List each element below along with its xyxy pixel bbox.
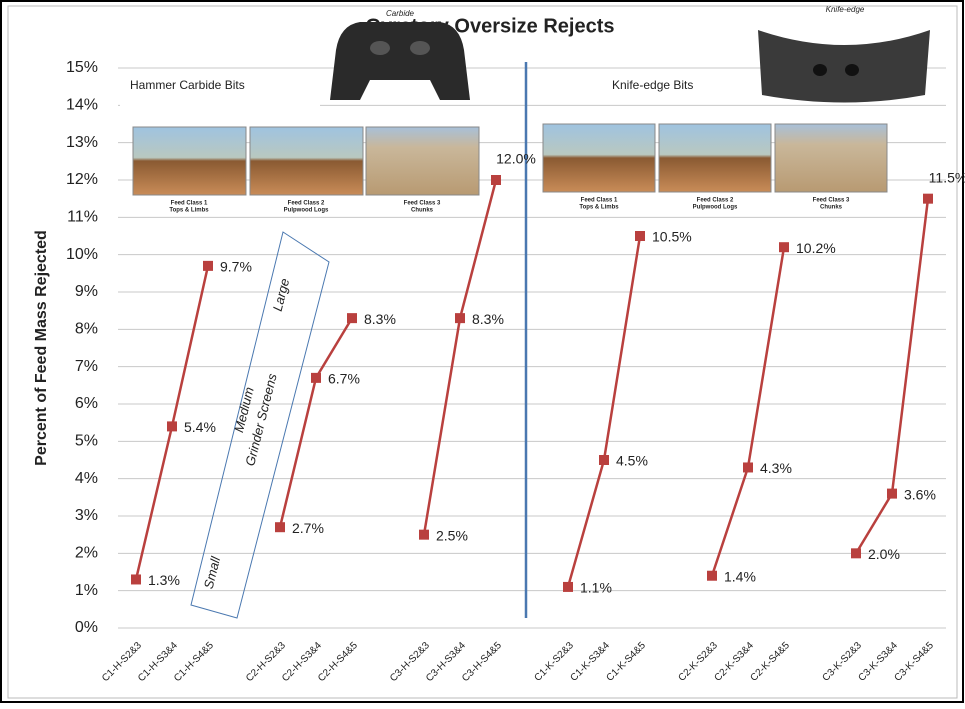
carbide-image: Carbide	[330, 9, 470, 100]
data-label: 11.5%	[929, 169, 965, 185]
photo-caption: Feed Class 1	[581, 198, 618, 204]
y-tick-label: 8%	[75, 321, 98, 338]
y-tick-label: 6%	[75, 395, 98, 412]
data-label: 4.3%	[760, 460, 792, 476]
annotation: Knife-edge Bits	[612, 78, 693, 92]
photo-caption: Feed Class 2	[697, 198, 734, 204]
y-tick-label: 12%	[66, 171, 98, 188]
photo-caption: Chunks	[820, 205, 843, 211]
y-tick-label: 7%	[75, 358, 98, 375]
y-tick-label: 9%	[75, 283, 98, 300]
marker	[707, 570, 717, 581]
photo-caption: Feed Class 3	[813, 198, 850, 204]
data-label: 6.7%	[328, 371, 360, 387]
y-tick-label: 13%	[66, 134, 98, 151]
data-label: 5.4%	[184, 419, 216, 435]
marker	[491, 175, 501, 185]
marker	[167, 421, 177, 432]
y-tick-label: 10%	[66, 246, 98, 263]
grid	[118, 67, 946, 629]
marker	[923, 193, 933, 204]
data-label: 8.3%	[472, 311, 504, 327]
photo-caption: Pulpwood Logs	[284, 208, 329, 214]
data-label: 9.7%	[220, 259, 252, 275]
marker	[743, 462, 753, 473]
marker	[311, 372, 321, 383]
marker	[563, 581, 573, 592]
photo-caption: Feed Class 2	[288, 201, 325, 207]
y-tick-label: 2%	[75, 545, 98, 562]
data-label: 8.3%	[364, 311, 396, 327]
data-label: 1.3%	[148, 572, 180, 588]
data-label: 2.5%	[436, 527, 468, 543]
photo-caption: Tops & Limbs	[579, 205, 619, 211]
data-label: 4.5%	[616, 453, 648, 469]
inner-frame	[7, 5, 958, 699]
marker	[779, 242, 789, 253]
y-tick-label: 11%	[67, 209, 98, 226]
y-tick-label: 5%	[75, 433, 98, 450]
photo-caption: Chunks	[411, 208, 434, 214]
data-label: 2.0%	[868, 546, 900, 562]
photo-caption: Tops & Limbs	[169, 208, 209, 214]
y-tick-label: 0%	[75, 619, 98, 636]
marker	[635, 231, 645, 241]
y-tick-label: 4%	[75, 470, 98, 487]
y-tick-label: 14%	[66, 97, 98, 114]
marker	[599, 455, 609, 465]
marker	[455, 313, 465, 324]
data-label: 1.1%	[580, 580, 612, 596]
y-axis-label: Percent of Feed Mass Rejected	[33, 230, 50, 466]
marker	[203, 260, 213, 271]
photos: Feed Class 1 Tops & Limbs Feed Class 2 P…	[132, 123, 888, 214]
photo-caption: Feed Class 3	[404, 201, 441, 207]
y-tick-label: 1%	[75, 582, 98, 599]
image-label: Knife-edge	[826, 5, 865, 14]
y-tick-label: 3%	[75, 507, 98, 524]
marker	[887, 488, 897, 499]
label-bg	[120, 70, 320, 106]
data-label: 1.4%	[724, 568, 756, 584]
image-label: Carbide	[386, 9, 415, 18]
photo-caption: Feed Class 1	[171, 201, 208, 207]
marker	[419, 529, 429, 540]
data-label: 3.6%	[904, 486, 936, 502]
marker	[347, 313, 357, 324]
data-label: 2.7%	[292, 520, 324, 536]
photo-caption: Pulpwood Logs	[693, 205, 738, 211]
data-label: 10.5%	[652, 229, 692, 245]
data-label: 12.0%	[496, 151, 536, 167]
marker	[851, 548, 861, 559]
annotation: Hammer Carbide Bits	[130, 78, 245, 92]
data-label: 10.2%	[796, 240, 836, 256]
y-tick-label: 15%	[66, 59, 98, 76]
knife-image: Knife-edge	[758, 5, 930, 103]
marker	[275, 522, 285, 533]
marker	[131, 574, 141, 585]
